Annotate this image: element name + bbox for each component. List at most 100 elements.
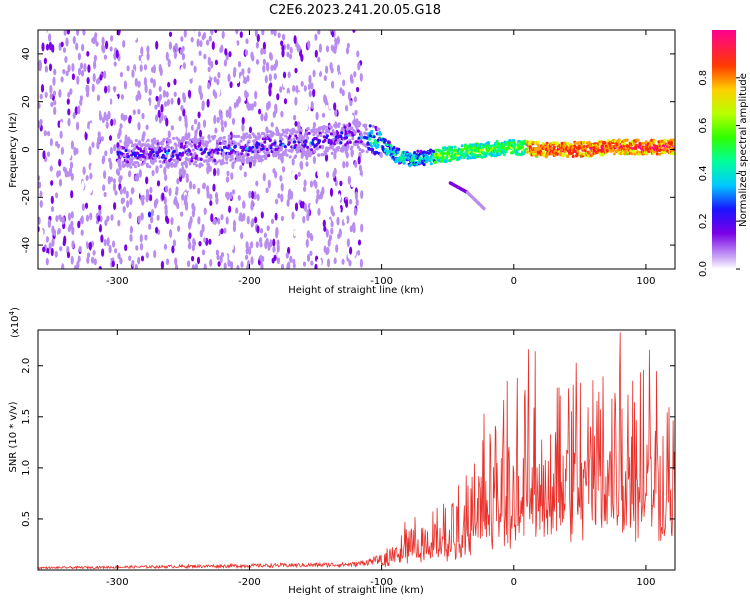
- heatmap-cell: [49, 138, 54, 147]
- heatmap-cell: [174, 257, 178, 266]
- heatmap-cell: [160, 260, 164, 269]
- heatmap-cell: [164, 204, 168, 212]
- heatmap-cell: [201, 139, 205, 143]
- heatmap-cell: [307, 110, 311, 117]
- heatmap-cell: [92, 250, 96, 256]
- heatmap-cell: [203, 169, 207, 179]
- heatmap-cell: [287, 110, 291, 120]
- heatmap-cell: [480, 155, 484, 159]
- heatmap-cell: [176, 202, 180, 210]
- heatmap-cell: [338, 73, 342, 83]
- heatmap-cell: [189, 180, 193, 190]
- heatmap-cell: [442, 151, 446, 155]
- heatmap-cell: [44, 65, 49, 73]
- heatmap-cell: [158, 63, 162, 73]
- heatmap-cell: [192, 183, 196, 190]
- heatmap-cell: [137, 256, 141, 265]
- heatmap-cell: [282, 80, 287, 88]
- heatmap-cell: [303, 203, 308, 212]
- heatmap-cell: [202, 119, 207, 128]
- heatmap-cell: [158, 85, 162, 92]
- heatmap-cell: [266, 225, 270, 232]
- heatmap-cell: [110, 118, 114, 127]
- heatmap-cell: [360, 233, 364, 242]
- heatmap-cell: [190, 60, 194, 66]
- heatmap-cell: [176, 159, 180, 163]
- heatmap-cell: [96, 140, 100, 150]
- heatmap-cell: [149, 194, 153, 202]
- heatmap-cell: [139, 233, 143, 243]
- heatmap-cell: [194, 30, 198, 36]
- heatmap-cell: [76, 30, 80, 36]
- heatmap-cell: [315, 111, 319, 121]
- heatmap-cell: [300, 96, 304, 105]
- heatmap-cell: [147, 63, 151, 72]
- spectrogram-x-tick-label: 0: [511, 276, 517, 287]
- heatmap-cell: [139, 149, 143, 153]
- heatmap-cell: [188, 138, 192, 142]
- heatmap-cell: [267, 242, 271, 251]
- heatmap-cell: [416, 149, 420, 153]
- heatmap-cell: [291, 148, 294, 152]
- heatmap-cell: [331, 80, 335, 89]
- heatmap-cell: [258, 95, 262, 104]
- heatmap-cell: [281, 48, 285, 58]
- heatmap-cell: [52, 229, 57, 237]
- heatmap-cell: [576, 149, 580, 153]
- heatmap-cell: [184, 114, 188, 121]
- heatmap-cell: [282, 166, 286, 173]
- heatmap-cell: [62, 166, 66, 172]
- heatmap-cell: [163, 166, 167, 176]
- heatmap-cell: [324, 152, 328, 156]
- heatmap-cell: [130, 187, 134, 195]
- heatmap-cell: [365, 150, 369, 154]
- heatmap-cell: [286, 92, 290, 102]
- heatmap-cell: [157, 156, 161, 160]
- heatmap-cell: [240, 136, 244, 140]
- heatmap-cell: [38, 175, 41, 181]
- heatmap-cell: [305, 161, 309, 167]
- heatmap-cell: [65, 70, 69, 77]
- heatmap-cell: [336, 64, 341, 73]
- heatmap-cell: [71, 226, 75, 236]
- heatmap-cell: [137, 121, 141, 131]
- heatmap-cell: [262, 65, 266, 73]
- heatmap-cell: [428, 158, 432, 162]
- heatmap-cell: [148, 223, 152, 230]
- heatmap-cell: [209, 193, 213, 200]
- heatmap-cell: [116, 142, 120, 148]
- heatmap-cell: [70, 140, 74, 150]
- heatmap-cell: [197, 121, 201, 131]
- heatmap-cell: [307, 83, 311, 91]
- heatmap-cell: [148, 155, 152, 159]
- heatmap-cell: [542, 154, 546, 158]
- heatmap-cell: [314, 130, 318, 134]
- heatmap-cell: [283, 98, 288, 105]
- heatmap-cell: [71, 46, 75, 53]
- heatmap-cell: [87, 234, 91, 244]
- heatmap-cell: [325, 65, 329, 74]
- heatmap-cell: [72, 36, 76, 45]
- heatmap-cell: [187, 260, 191, 268]
- heatmap-cell: [129, 225, 133, 234]
- heatmap-cell: [144, 226, 148, 236]
- heatmap-cell: [317, 95, 322, 104]
- heatmap-cell: [245, 132, 248, 136]
- heatmap-cell: [204, 147, 208, 151]
- heatmap-cell: [41, 42, 45, 52]
- colorbar-tick-label: 0.2: [698, 213, 709, 229]
- heatmap-cell: [67, 108, 71, 116]
- heatmap-cell: [306, 209, 310, 216]
- heatmap-cell: [280, 263, 285, 269]
- heatmap-cell: [48, 242, 52, 251]
- heatmap-cell: [155, 165, 159, 173]
- heatmap-cell: [216, 116, 220, 124]
- heatmap-cell: [65, 37, 69, 47]
- heatmap-cell: [86, 84, 90, 94]
- heatmap-cell: [551, 141, 555, 145]
- heatmap-cell: [280, 110, 284, 118]
- heatmap-cell: [252, 139, 256, 143]
- heatmap-cell: [39, 190, 43, 197]
- heatmap-cell: [349, 198, 353, 205]
- heatmap-cell: [288, 155, 292, 159]
